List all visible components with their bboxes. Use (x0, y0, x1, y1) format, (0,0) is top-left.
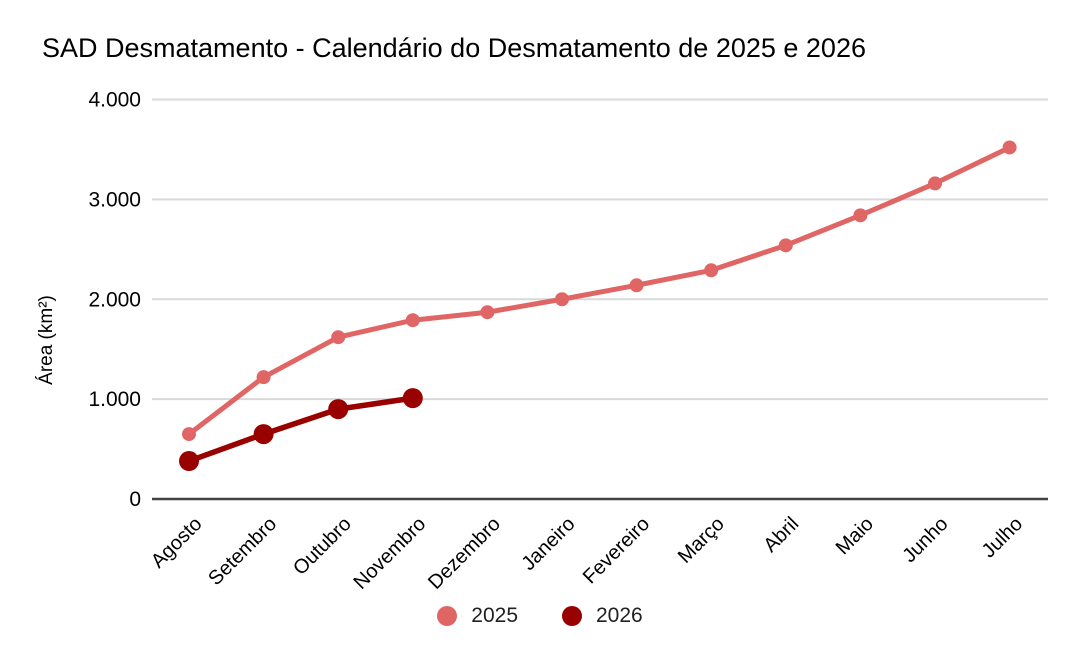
data-point-2025-Janeiro[interactable] (555, 292, 569, 307)
legend-dot-2025-icon (437, 606, 458, 626)
legend: 2025 2026 (0, 604, 1080, 628)
x-tick-label: Março (674, 513, 729, 568)
x-tick-label: Novembro (350, 513, 431, 594)
y-tick-label: 4.000 (88, 89, 141, 112)
series-line-2026 (186, 395, 416, 464)
x-tick-label: Setembro (204, 513, 281, 590)
x-tick-label: Fevereiro (579, 513, 654, 588)
x-tick-label: Outubro (289, 513, 356, 580)
grid-layer (152, 98, 1048, 501)
legend-item-2026[interactable]: 2026 (562, 604, 643, 628)
y-axis-title: Área (km²) (36, 295, 57, 385)
y-tick-label: 1.000 (88, 388, 141, 411)
x-tick-label: Abril (759, 513, 803, 557)
x-tick-label: Janeiro (518, 513, 580, 575)
data-point-2025-Outubro[interactable] (331, 330, 346, 345)
x-tick-label: Junho (898, 513, 952, 567)
data-point-2025-Setembro[interactable] (256, 370, 271, 385)
y-tick-label: 2.000 (88, 288, 141, 311)
series-line-2025 (186, 144, 1013, 437)
chart-title: SAD Desmatamento - Calendário do Desmata… (42, 33, 866, 63)
data-point-2026-Novembro[interactable] (402, 388, 423, 409)
data-point-2026-Outubro[interactable] (328, 399, 349, 420)
data-point-2025-Junho[interactable] (928, 176, 942, 191)
legend-dot-2026-icon (562, 606, 582, 626)
data-point-2025-Abril[interactable] (778, 238, 793, 253)
x-tick-label: Agosto (147, 513, 207, 573)
data-point-2025-Maio[interactable] (853, 208, 868, 223)
y-tick-label: 3.000 (88, 188, 141, 211)
y-tick-label: 0 (129, 488, 141, 511)
x-tick-label: Dezembro (424, 513, 505, 594)
x-tick-label: Julho (978, 513, 1027, 562)
data-point-2026-Agosto[interactable] (179, 451, 199, 472)
data-point-2025-Agosto[interactable] (182, 427, 196, 442)
data-point-2025-Fevereiro[interactable] (629, 278, 644, 293)
legend-label-2026: 2026 (596, 604, 643, 627)
legend-label-2025: 2025 (471, 604, 518, 627)
data-point-2025-Novembro[interactable] (405, 313, 420, 328)
legend-item-2025[interactable]: 2025 (437, 604, 518, 628)
data-point-2026-Setembro[interactable] (253, 424, 274, 445)
x-tick-label: Maio (832, 513, 878, 559)
series-layer (179, 140, 1017, 472)
data-point-2025-Dezembro[interactable] (480, 305, 495, 320)
data-point-2025-Julho[interactable] (1002, 140, 1017, 155)
data-point-2025-Março[interactable] (704, 263, 719, 278)
